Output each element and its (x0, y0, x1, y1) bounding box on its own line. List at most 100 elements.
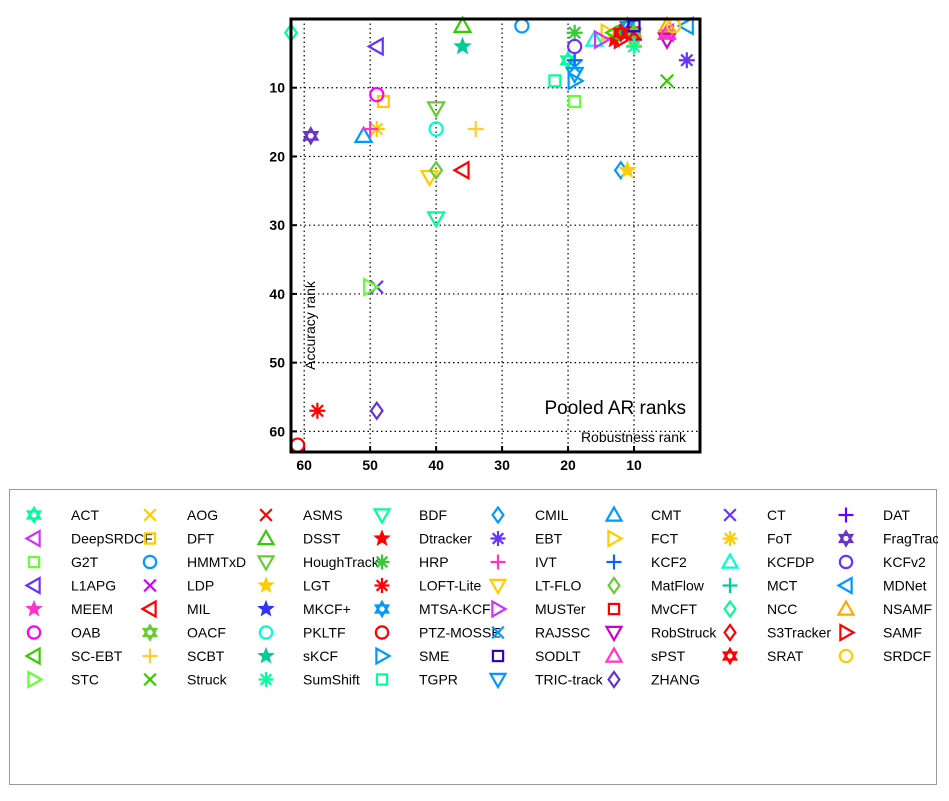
legend-label-stc: STC (71, 672, 99, 688)
legend-label-bdf: BDF (419, 507, 447, 523)
axis-ticks: 60 50 40 30 20 10 10 20 30 40 50 60 (269, 80, 642, 470)
y-tick-label: 40 (269, 286, 285, 302)
point-kcfv2 (567, 38, 583, 55)
legend-marker-srat (721, 646, 739, 666)
legend-marker-dft (143, 532, 157, 545)
legend-marker-spst (604, 646, 624, 663)
legend-label-lt-flo: LT-FLO (535, 578, 582, 594)
legend-label-tric-track: TRIC-track (535, 672, 604, 688)
legend-label-sme: SME (419, 648, 449, 664)
legend-label-ivt: IVT (535, 554, 557, 570)
legend-label-cmil: CMIL (535, 507, 569, 523)
legend-marker-scbt (142, 648, 158, 664)
legend-marker-oab (26, 625, 42, 640)
legend-label-hmmtxd: HMMTxD (187, 554, 246, 570)
legend-marker-kcfdp (720, 552, 740, 569)
legend-marker-kcfv2 (838, 554, 854, 570)
legend-marker-nsamf (836, 599, 856, 616)
legend-marker-aog (143, 508, 157, 522)
legend-marker-s3tracker (723, 623, 737, 642)
legend: ACT AOG ASMS BDF CMIL CMT CT DAT DeepSRDCF DFT DSS… (9, 489, 938, 785)
point-lt-flo (419, 169, 440, 188)
legend-label-struck: Struck (187, 672, 228, 688)
x-tick-label: 60 (296, 457, 312, 470)
legend-marker-pkltf (258, 625, 274, 640)
legend-marker-dtracker (373, 529, 391, 546)
point-bdf (426, 211, 447, 229)
legend-label-zhang: ZHANG (651, 672, 700, 688)
legend-label-dat: DAT (883, 507, 910, 523)
point-stc (363, 277, 381, 297)
legend-label-matflow: MatFlow (651, 578, 705, 594)
legend-label-spst: sPST (651, 648, 686, 664)
point-nsamf (657, 15, 677, 33)
legend-marker-sme (375, 646, 392, 666)
x-tick-label: 10 (626, 457, 642, 470)
legend-marker-ldp (143, 578, 157, 593)
legend-label-loft-lite: LOFT-Lite (419, 578, 481, 594)
point-tgpr (548, 74, 562, 88)
legend-marker-cmil (491, 505, 505, 525)
legend-marker-sc-ebt (24, 646, 41, 666)
point-lgt (618, 160, 637, 179)
legend-label-dft: DFT (187, 531, 215, 547)
point-cmt (353, 125, 374, 143)
legend-label-mdnet: MDNet (883, 578, 927, 594)
y-tick-label: 20 (269, 148, 285, 164)
legend-marker-sumshift (258, 672, 274, 687)
point-scbt (467, 120, 484, 137)
legend-label-ptz-mosse: PTZ-MOSSE (419, 625, 501, 641)
legend-marker-zhang (607, 670, 621, 689)
data-points (283, 15, 695, 453)
legend-marker-mct (722, 578, 738, 593)
legend-label-srat: SRAT (767, 648, 804, 664)
point-fct (600, 22, 618, 43)
x-tick-label: 50 (362, 457, 378, 470)
point-struck (659, 73, 675, 88)
legend-label-g2t: G2T (71, 554, 99, 570)
legend-label-mct: MCT (767, 578, 798, 594)
legend-marker-fragtrack (837, 529, 855, 548)
point-dsst (452, 15, 473, 33)
legend-label-srdcf: SRDCF (883, 648, 931, 664)
legend-marker-ivt (490, 554, 506, 570)
legend-label-robstruck: RobStruck (651, 625, 717, 641)
point-hrp (566, 24, 583, 41)
legend-label-samf: SAMF (883, 625, 922, 641)
legend-marker-houghtrack (256, 555, 276, 572)
legend-label-scbt: SCBT (187, 648, 225, 664)
legend-label-oacf: OACF (187, 625, 226, 641)
legend-marker-oacf (141, 623, 159, 642)
point-loft-lite (309, 402, 326, 419)
legend-marker-struck (143, 672, 157, 687)
legend-marker-act (25, 505, 43, 525)
legend-label-nsamf: NSAMF (883, 601, 932, 617)
legend-marker-lgt (257, 576, 275, 593)
legend-marker-meem (25, 599, 43, 617)
point-sumshift (626, 38, 643, 55)
legend-label-sumshift: SumShift (303, 672, 360, 688)
y-axis-title: Accuracy rank (302, 280, 318, 370)
point-zhang (369, 400, 384, 421)
legend-marker-ct (723, 508, 737, 522)
legend-label-dsst: DSST (303, 531, 341, 547)
legend-marker-g2t (27, 555, 41, 569)
legend-label-dtracker: Dtracker (419, 531, 472, 547)
legend-label-skcf: sKCF (303, 648, 338, 664)
legend-label-sc-ebt: SC-EBT (71, 648, 123, 664)
legend-marker-stc (27, 670, 44, 689)
point-oab (369, 86, 385, 103)
point-l1apg (366, 36, 384, 57)
legend-label-act: ACT (71, 507, 99, 523)
legend-label-ldp: LDP (187, 578, 214, 594)
legend-label-kcfdp: KCFDP (767, 554, 814, 570)
legend-marker-matflow (607, 576, 621, 595)
legend-label-sodlt: SODLT (535, 648, 581, 664)
point-houghtrack (426, 101, 447, 119)
legend-marker-dat (838, 507, 854, 523)
legend-marker-lt-flo (488, 578, 508, 596)
legend-label-meem: MEEM (71, 601, 113, 617)
legend-marker-mil (140, 599, 157, 619)
point-ptz-mosse (289, 437, 306, 453)
legend-marker-mkcf (257, 599, 275, 617)
